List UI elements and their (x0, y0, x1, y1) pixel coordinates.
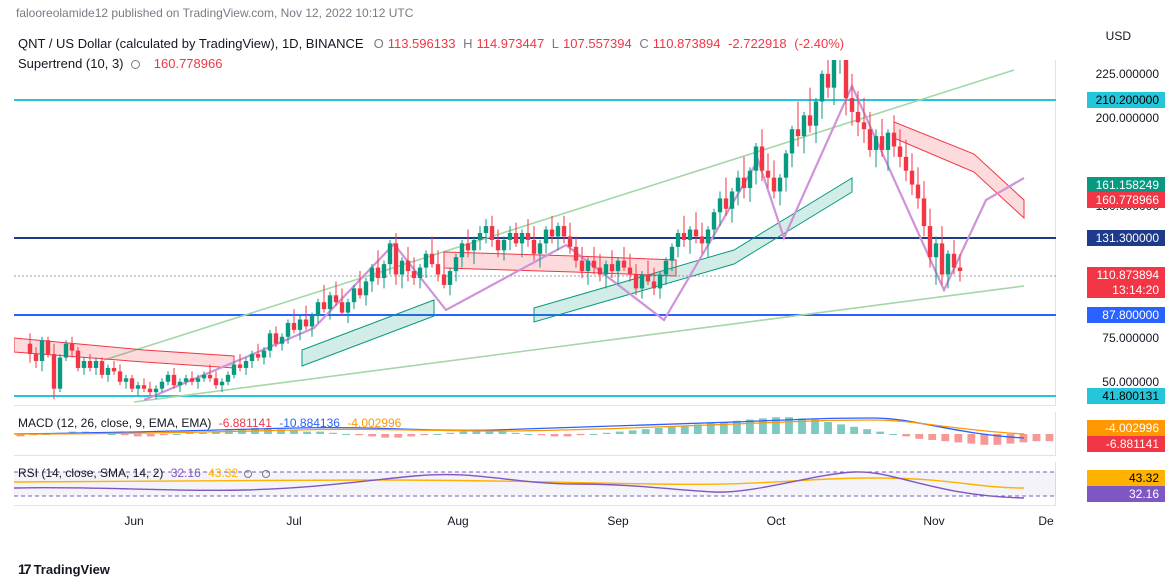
time-tick: Aug (447, 514, 468, 528)
macd-tag: -6.881141 (1087, 436, 1165, 452)
price-tag: 131.300000 (1087, 230, 1165, 246)
time-tick: Jun (124, 514, 143, 528)
time-tick: Sep (607, 514, 628, 528)
macd-v3: -4.002996 (347, 416, 401, 430)
macd-legend: MACD (12, 26, close, 9, EMA, EMA) -6.881… (18, 416, 401, 430)
rsi-y-axis: 43.3232.16 (1059, 462, 1167, 506)
chart-header: QNT / US Dollar (calculated by TradingVi… (18, 36, 844, 51)
price-tag: 41.800131 (1087, 388, 1165, 404)
change-value: -2.722918 (728, 36, 787, 51)
time-tick: Jul (286, 514, 301, 528)
macd-tag: -4.002996 (1087, 420, 1165, 436)
price-pane[interactable] (14, 60, 1056, 406)
time-tick: De (1038, 514, 1053, 528)
macd-label: MACD (12, 26, close, 9, EMA, EMA) (18, 416, 211, 430)
price-tag: 210.200000 (1087, 92, 1165, 108)
time-tick: Nov (923, 514, 944, 528)
rsi-tag: 32.16 (1087, 486, 1165, 502)
y-tick: 225.000000 (1096, 67, 1159, 81)
h-label: H (463, 36, 472, 51)
rsi-tag: 43.32 (1087, 470, 1165, 486)
h-value: 114.973447 (476, 36, 544, 51)
rsi-pane[interactable]: RSI (14, close, SMA, 14, 2) 32.16 43.32 (14, 462, 1056, 506)
price-tag: 160.778966 (1087, 192, 1165, 208)
rsi-sma: 43.32 (208, 466, 238, 480)
y-tick: 75.000000 (1102, 331, 1159, 345)
publish-time: 10:12 UTC (355, 6, 413, 20)
legend-dot-icon (244, 470, 252, 478)
l-label: L (552, 36, 559, 51)
legend-dot-icon (262, 470, 270, 478)
publish-user: falooreolamide12 (16, 6, 108, 20)
c-label: C (639, 36, 648, 51)
time-axis: Jun Jul Aug Sep Oct Nov De (14, 510, 1056, 532)
y-axis-title: USD (1106, 29, 1131, 43)
change-pct: (-2.40%) (794, 36, 844, 51)
price-tag: 161.158249 (1087, 177, 1165, 193)
rsi-legend: RSI (14, close, SMA, 14, 2) 32.16 43.32 (18, 466, 273, 480)
price-tag: 110.873894 (1087, 267, 1165, 283)
l-value: 107.557394 (563, 36, 632, 51)
watermark-text: TradingView (34, 562, 110, 577)
publish-on: published on TradingView.com, (111, 6, 277, 20)
ohlc-row: O 113.596133 H 114.973447 L 107.557394 C 110… (370, 36, 845, 51)
macd-y-axis: -4.002996-6.881141 (1059, 412, 1167, 456)
price-y-axis: USD 225.000000200.000000150.00000075.000… (1059, 36, 1167, 416)
symbol[interactable]: QNT / US Dollar (calculated by TradingVi… (18, 36, 364, 51)
c-value: 110.873894 (653, 36, 721, 51)
publish-date: Nov 12, 2022 (281, 6, 352, 20)
price-tag: 13:14:20 (1087, 282, 1165, 298)
y-tick: 200.000000 (1096, 111, 1159, 125)
candles (14, 60, 1056, 406)
o-label: O (374, 36, 384, 51)
macd-pane[interactable]: MACD (12, 26, close, 9, EMA, EMA) -6.881… (14, 412, 1056, 456)
macd-v1: -6.881141 (219, 416, 272, 430)
y-tick: 50.000000 (1102, 375, 1159, 389)
time-tick: Oct (767, 514, 786, 528)
tradingview-watermark: 17 TradingView (18, 561, 110, 577)
rsi-value: 32.16 (171, 466, 201, 480)
price-tag: 87.800000 (1087, 307, 1165, 323)
rsi-label: RSI (14, close, SMA, 14, 2) (18, 466, 163, 480)
tv-logo-icon: 17 (18, 561, 30, 577)
macd-v2: -10.884136 (279, 416, 340, 430)
publish-bar: falooreolamide12 published on TradingVie… (16, 6, 413, 20)
o-value: 113.596133 (388, 36, 456, 51)
